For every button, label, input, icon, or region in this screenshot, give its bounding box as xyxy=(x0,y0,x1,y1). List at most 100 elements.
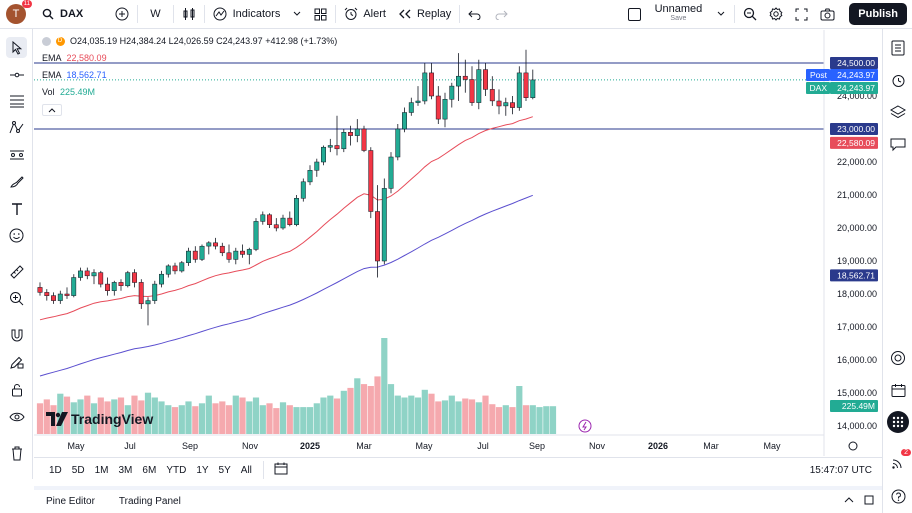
date-range-button[interactable] xyxy=(266,462,296,478)
magnet-tool[interactable] xyxy=(6,325,27,346)
checkbox-square-icon xyxy=(627,7,641,21)
redo-button[interactable] xyxy=(488,0,514,29)
time-tick-label: 2025 xyxy=(300,441,320,451)
range-5d[interactable]: 5D xyxy=(71,464,85,476)
volume-bar xyxy=(57,393,64,434)
emoji-tool[interactable] xyxy=(6,225,27,246)
indicators-button[interactable]: Indicators xyxy=(207,0,287,29)
indicator-templates-button[interactable] xyxy=(286,0,308,29)
axis-settings-button[interactable] xyxy=(848,441,858,451)
price-tick-label: 19,000.00 xyxy=(837,256,877,266)
volume-bar xyxy=(36,403,44,434)
candle-body xyxy=(213,242,218,247)
volume-legend[interactable]: Vol 225.49M xyxy=(42,87,95,97)
settings-button[interactable] xyxy=(763,0,789,29)
remove-drawings-tool[interactable] xyxy=(6,443,27,464)
range-ytd[interactable]: YTD xyxy=(166,464,187,476)
volume-bar xyxy=(347,387,354,434)
candle xyxy=(273,218,279,232)
maximize-panel-button[interactable] xyxy=(860,495,882,508)
volume-bar xyxy=(246,401,253,434)
trend-line-tool[interactable] xyxy=(6,64,27,85)
brush-tool[interactable] xyxy=(6,171,27,192)
alerts-panel-button[interactable] xyxy=(887,69,909,91)
events-button[interactable] xyxy=(887,379,909,401)
text-tool[interactable] xyxy=(6,198,27,219)
candle xyxy=(435,86,441,124)
range-1d[interactable]: 1D xyxy=(49,464,62,476)
candle-body xyxy=(125,272,131,287)
compare-button[interactable] xyxy=(109,0,135,29)
divider xyxy=(335,5,337,23)
zoom-tool[interactable] xyxy=(6,288,27,309)
ema-slow-legend[interactable]: EMA 18,562.71 xyxy=(42,70,107,80)
forecast-tool[interactable] xyxy=(6,144,27,165)
chart-type-button[interactable] xyxy=(176,0,202,29)
layout-checkbox[interactable] xyxy=(622,0,647,29)
collapse-panel-button[interactable] xyxy=(838,496,860,507)
price-axis[interactable]: 24,000.00 22,000.00 21,000.00 20,000.00 19,0… xyxy=(837,91,877,431)
pattern-tool[interactable] xyxy=(6,117,27,138)
help-button[interactable] xyxy=(887,485,909,507)
range-6m[interactable]: 6M xyxy=(142,464,157,476)
candle xyxy=(449,82,455,108)
ema-fast-line xyxy=(39,116,533,321)
clock[interactable]: 15:47:07 UTC xyxy=(809,464,872,476)
lock-tool[interactable] xyxy=(6,379,27,400)
candle xyxy=(219,242,225,257)
ema-slow-tag-bg xyxy=(830,269,878,282)
tab-trading-panel[interactable]: Trading Panel xyxy=(118,496,181,507)
measure-tool[interactable] xyxy=(6,261,27,282)
undo-button[interactable] xyxy=(462,0,488,29)
replay-button[interactable]: Replay xyxy=(392,0,457,29)
quick-search-button[interactable] xyxy=(737,0,763,29)
legend-collapse-button[interactable] xyxy=(42,104,62,116)
volume-bar xyxy=(462,398,469,434)
volume-bar xyxy=(165,405,172,434)
lightning-marker[interactable] xyxy=(578,419,592,433)
range-buttons: 1D 5D 1M 3M 6M YTD 1Y 5Y All xyxy=(44,465,257,476)
volume-bar xyxy=(185,401,192,434)
candle-body xyxy=(267,214,272,225)
watchlist-button[interactable] xyxy=(887,37,909,59)
volume-bar xyxy=(151,397,158,434)
horizontal-levels xyxy=(34,62,824,130)
fullscreen-button[interactable] xyxy=(789,0,814,29)
stay-drawing-tool[interactable] xyxy=(6,352,27,373)
ema-slow-value: 18,562.71 xyxy=(66,70,107,80)
chat-button[interactable] xyxy=(887,133,909,155)
range-1m[interactable]: 1M xyxy=(94,464,109,476)
cursor-tool[interactable] xyxy=(6,37,27,58)
layouts-button[interactable] xyxy=(308,0,333,29)
tab-pine-editor[interactable]: Pine Editor xyxy=(46,496,95,507)
symbol-search[interactable]: DAX xyxy=(36,0,89,29)
volume-value: 225.49M xyxy=(60,87,96,97)
ema-fast-legend[interactable]: EMA 22,580.09 xyxy=(42,53,107,63)
volume-bar xyxy=(495,407,503,434)
snapshot-button[interactable] xyxy=(814,0,841,29)
layout-name-button[interactable]: Unnamed Save xyxy=(647,0,711,29)
user-avatar[interactable]: T 11 xyxy=(6,0,32,24)
range-all[interactable]: All xyxy=(240,464,252,476)
candle-body xyxy=(273,224,279,229)
layout-menu-button[interactable] xyxy=(710,0,732,29)
apps-button[interactable] xyxy=(887,411,909,433)
alert-button[interactable]: Alert xyxy=(338,0,392,29)
interval-button[interactable]: W xyxy=(140,0,170,29)
candle xyxy=(71,274,77,298)
calendar-button[interactable] xyxy=(887,347,909,369)
candle xyxy=(307,165,313,186)
range-3m[interactable]: 3M xyxy=(118,464,133,476)
range-1y[interactable]: 1Y xyxy=(196,464,209,476)
price-chart[interactable]: 24,000.00 22,000.00 21,000.00 20,000.00 19,0… xyxy=(34,30,882,456)
visibility-tool[interactable] xyxy=(6,406,27,427)
range-5y[interactable]: 5Y xyxy=(218,464,231,476)
fib-tool[interactable] xyxy=(6,90,27,111)
time-axis[interactable]: May Jul Sep Nov 2025 Mar May Jul Sep Nov 2026 Mar Ma… xyxy=(67,441,781,451)
publish-button[interactable]: Publish xyxy=(849,3,907,25)
layers-button[interactable] xyxy=(887,101,909,123)
volume-bar xyxy=(171,407,179,434)
divider xyxy=(262,461,264,479)
level-tag-24500-bg xyxy=(830,57,878,69)
streams-button[interactable]: 2 xyxy=(887,449,911,473)
